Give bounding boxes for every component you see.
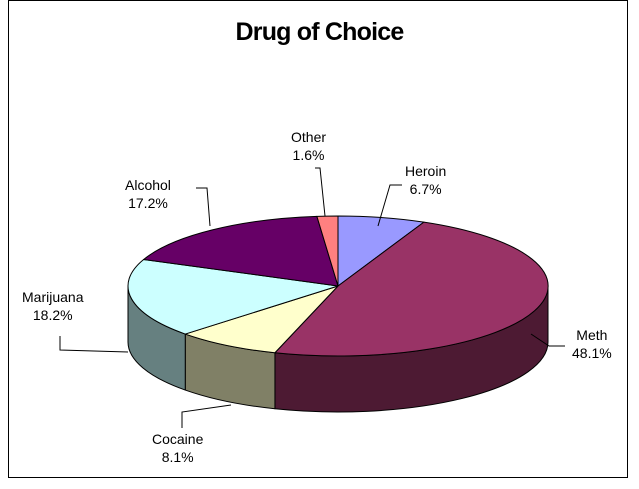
pie-slice-cocaine	[184, 285, 339, 354]
leader-line-meth	[530, 333, 565, 347]
chart-title: Drug of Choice	[235, 18, 405, 46]
label-meth-value: 48.1%	[572, 345, 612, 361]
label-marijuana-value: 18.2%	[32, 307, 73, 323]
label-heroin: Heroin 6.7%	[405, 162, 446, 198]
leader-line-heroin	[377, 184, 402, 227]
pie-tops	[127, 215, 549, 357]
label-alcohol-name: Alcohol	[125, 177, 171, 193]
pie-slice-marijuana	[127, 258, 339, 335]
label-other-value: 1.6%	[292, 147, 325, 163]
label-cocaine: Cocaine 8.1%	[152, 430, 203, 466]
label-alcohol-value: 17.2%	[128, 195, 168, 211]
leader-line-marijuana	[59, 336, 129, 353]
leader-line-other	[315, 167, 326, 217]
label-other: Other 1.6%	[291, 128, 326, 164]
label-marijuana: Marijuana 18.2%	[22, 288, 83, 324]
pie-slice-alcohol	[143, 215, 339, 287]
label-heroin-value: 6.7%	[409, 181, 442, 197]
leader-lines	[59, 167, 565, 428]
label-meth: Meth 48.1%	[572, 326, 612, 362]
leader-line-cocaine	[181, 404, 232, 428]
label-heroin-name: Heroin	[405, 163, 447, 179]
label-other-name: Other	[291, 129, 327, 145]
leader-line-alcohol	[196, 187, 211, 227]
pie-slice-meth	[274, 221, 549, 357]
pie-slice-other	[316, 215, 339, 287]
label-cocaine-value: 8.1%	[161, 449, 194, 465]
label-meth-name: Meth	[576, 327, 608, 343]
label-alcohol: Alcohol 17.2%	[125, 176, 171, 212]
label-cocaine-name: Cocaine	[152, 431, 204, 447]
pie-sides	[127, 285, 549, 413]
label-marijuana-name: Marijuana	[22, 289, 84, 305]
